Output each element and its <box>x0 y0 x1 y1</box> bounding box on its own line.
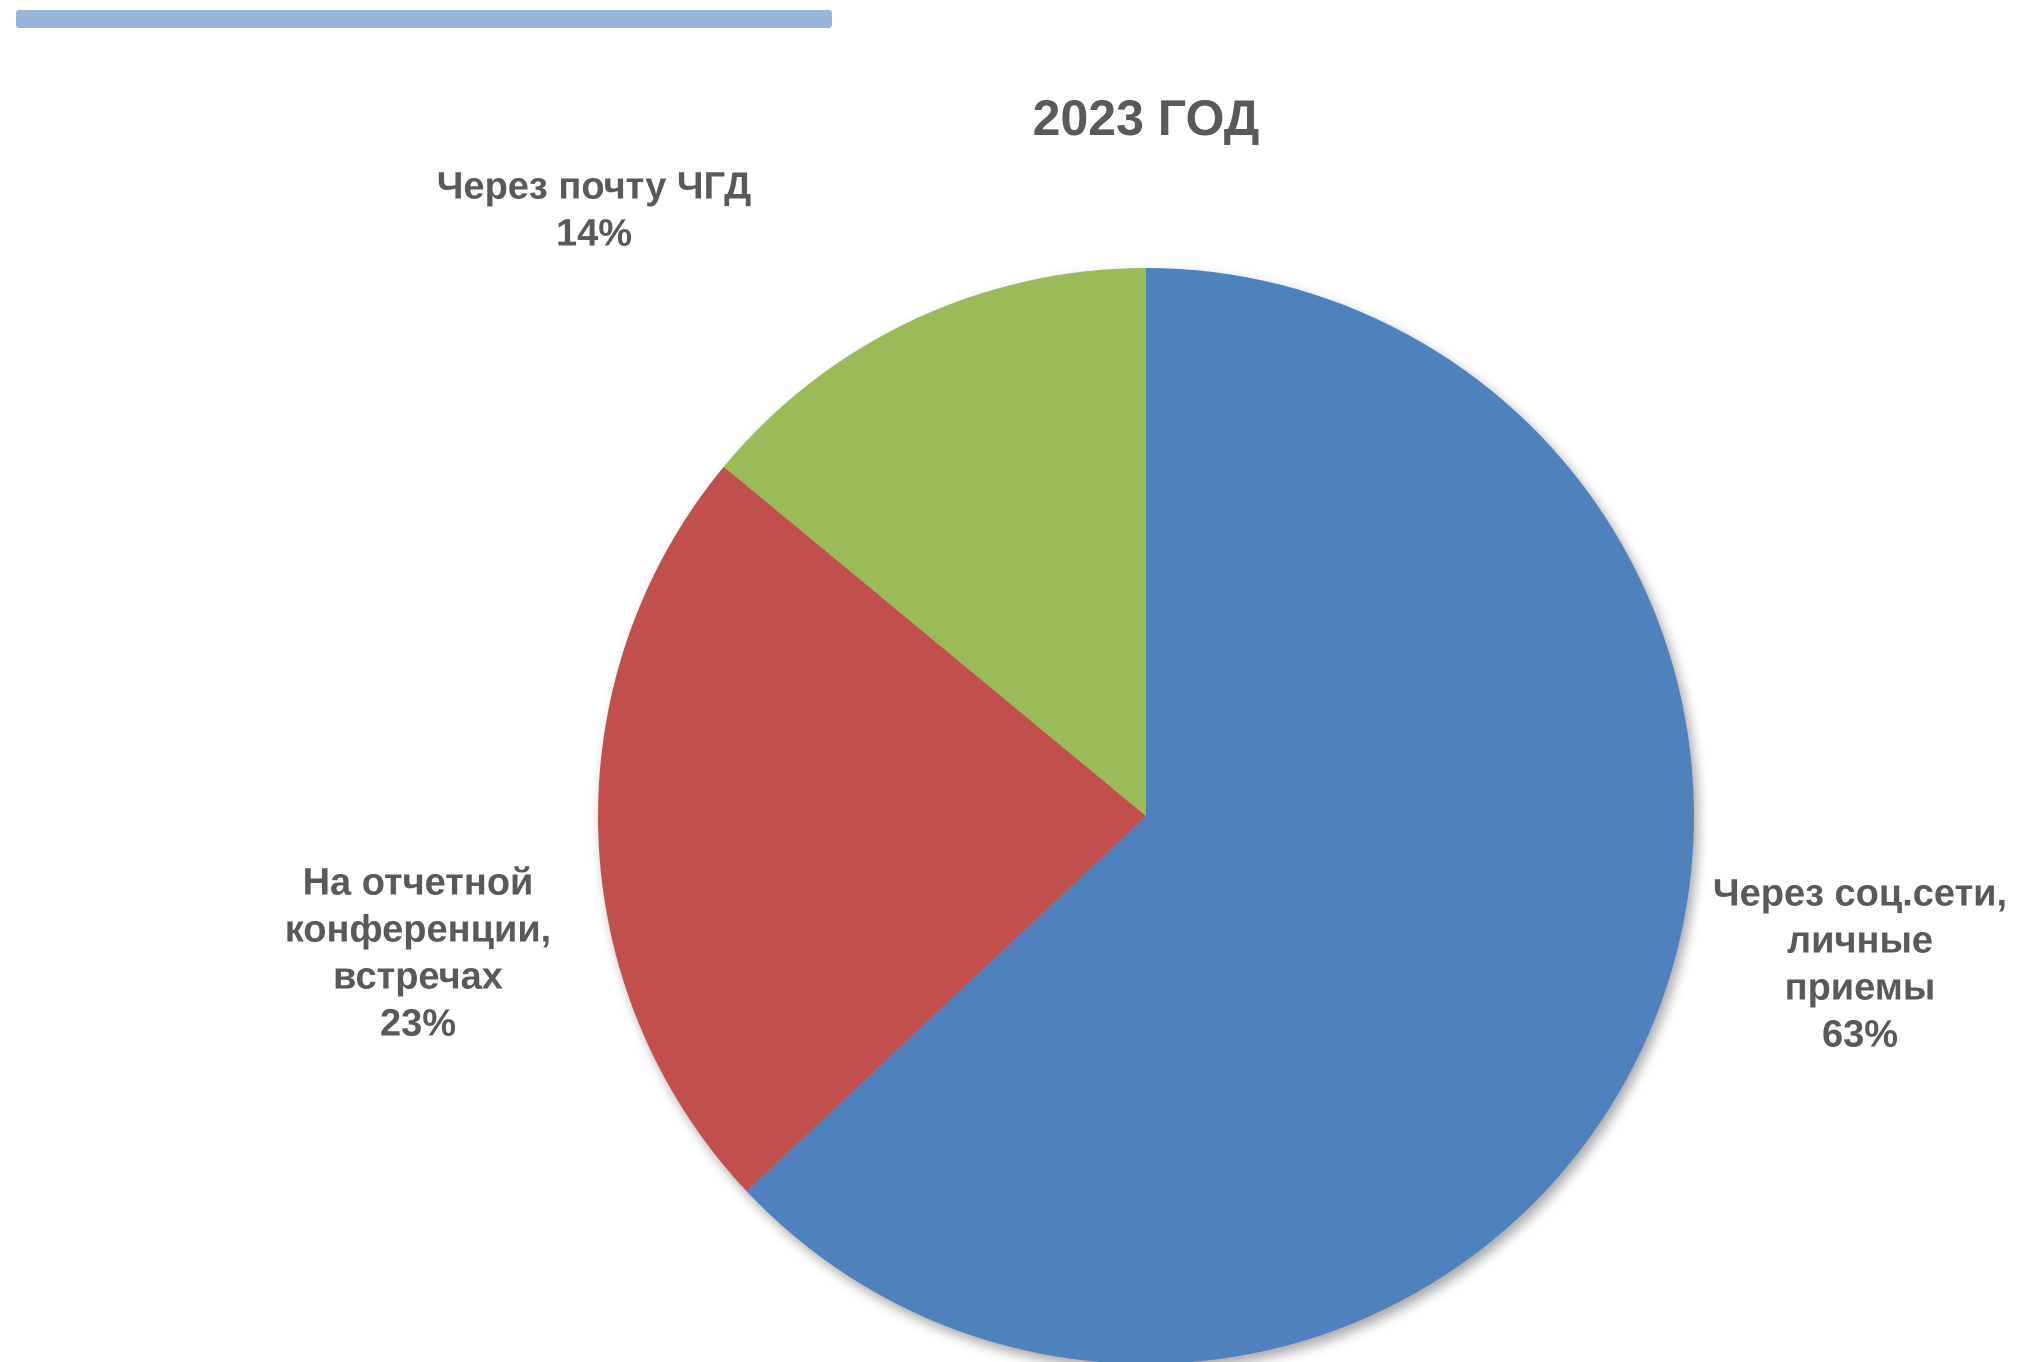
pie-slice-2 <box>598 466 1146 1192</box>
slice-label-1: Через соц.сети, личные приемы 63% <box>1713 873 2007 1056</box>
slice-percent-label: 14% <box>556 213 632 255</box>
pie-slice-3 <box>723 268 1146 816</box>
slice-labels: Через соц.сети, личные приемы 63% На отчетно… <box>285 166 2007 1056</box>
pie-slices <box>598 268 1694 1362</box>
slice-label-3: Через почту ЧГД 14% <box>437 166 752 255</box>
slice-label-line: Через почту ЧГД <box>437 166 752 208</box>
slice-label-line: конференции, <box>285 909 552 951</box>
chart-title: 2023 ГОД <box>1033 90 1260 146</box>
slice-label-2: На отчетной конференции, встречах 23% <box>285 862 552 1045</box>
slice-label-line: Через соц.сети, <box>1713 873 2007 915</box>
slice-label-line: приемы <box>1785 967 1936 1009</box>
slice-percent-label: 63% <box>1822 1014 1898 1056</box>
slice-label-line: На отчетной <box>303 862 534 904</box>
slice-label-line: встречах <box>333 956 503 998</box>
slice-percent-label: 23% <box>380 1003 456 1045</box>
header-accent-bar <box>16 10 832 28</box>
slice-label-line: личные <box>1787 920 1933 962</box>
pie-slice-1 <box>746 268 1694 1362</box>
